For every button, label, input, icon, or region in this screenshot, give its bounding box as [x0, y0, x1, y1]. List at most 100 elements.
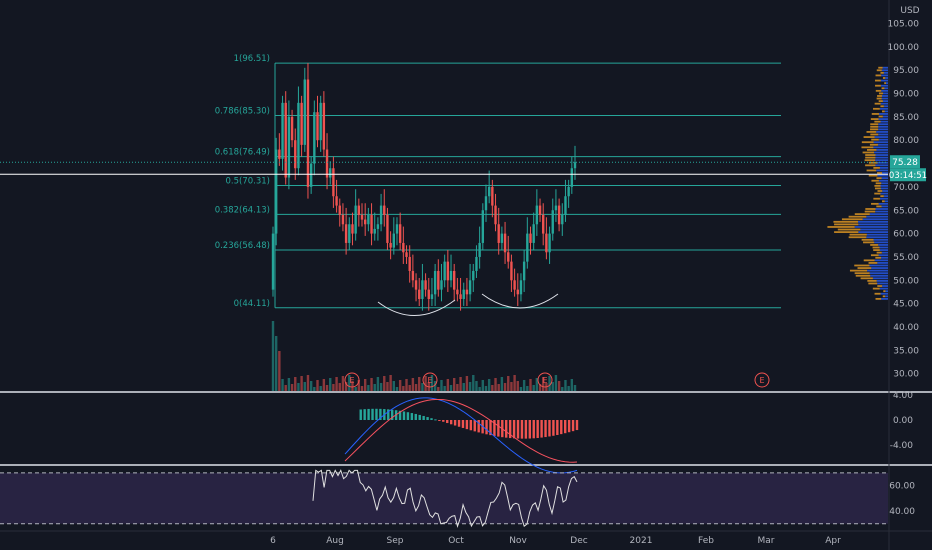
- time-tick-label: Dec: [570, 536, 587, 546]
- candle-body: [300, 102, 303, 145]
- candle-body: [424, 280, 427, 290]
- volume-bar: [351, 381, 354, 391]
- candle-body: [494, 205, 497, 225]
- profile-bar-buy: [880, 120, 888, 123]
- pane-dividers[interactable]: [0, 391, 932, 466]
- profile-bar-buy: [877, 282, 888, 285]
- macd-histogram-bar: [461, 420, 465, 428]
- volume-bar: [300, 376, 303, 391]
- candle-body: [491, 186, 494, 206]
- candle-body: [389, 242, 392, 248]
- profile-bar-buy: [866, 233, 888, 236]
- profile-bar-sell: [871, 179, 879, 182]
- price-candles: [271, 63, 577, 311]
- profile-bar-sell: [876, 177, 882, 180]
- profile-bar-buy: [881, 89, 888, 92]
- profile-bar-sell: [874, 120, 881, 123]
- candle-body: [513, 280, 516, 290]
- profile-bar-buy: [876, 131, 888, 133]
- profile-bar-sell: [868, 174, 878, 177]
- profile-bar-buy: [876, 169, 888, 172]
- volume-bar: [437, 387, 440, 391]
- price-tick-label: 30.00: [893, 370, 919, 380]
- candle-body: [414, 280, 418, 290]
- candle-body: [522, 261, 526, 281]
- profile-bar-sell: [872, 287, 880, 290]
- earnings-marker-label: E: [349, 376, 354, 385]
- profile-bar-sell: [866, 169, 877, 172]
- macd-histogram-bar: [567, 420, 571, 433]
- rsi-pane: [0, 469, 888, 528]
- macd-histogram-bar: [434, 419, 437, 421]
- candle-body: [456, 289, 459, 295]
- profile-bar-sell: [875, 297, 882, 300]
- profile-bar-sell: [875, 84, 881, 87]
- profile-bar-sell: [827, 226, 855, 228]
- profile-bar-sell: [877, 95, 882, 97]
- profile-bar-buy: [866, 236, 888, 239]
- macd-histogram-bar: [402, 411, 406, 420]
- volume-bar: [570, 379, 574, 391]
- macd-histogram-bar: [524, 420, 528, 439]
- macd-histogram-bar: [375, 408, 378, 420]
- volume-bar: [290, 384, 294, 391]
- volume-bar: [402, 386, 405, 391]
- candle-body: [519, 280, 523, 295]
- fib-level-label: 0.236(56.48): [215, 241, 270, 251]
- profile-bar-buy: [882, 66, 888, 69]
- profile-bar-buy: [878, 128, 888, 131]
- candle-body: [440, 280, 443, 290]
- profile-bar-sell: [873, 197, 880, 200]
- time-axis[interactable]: 6 Aug Sep Oct Nov Dec 2021 Feb Mar Apr: [0, 530, 932, 546]
- candle-body: [478, 242, 481, 257]
- macd-histogram-bar: [508, 420, 512, 439]
- volume-bar: [557, 381, 561, 391]
- macd-histogram-bar: [469, 420, 473, 431]
- candle-body: [284, 102, 287, 178]
- volume-bar: [424, 376, 427, 391]
- profile-bar-buy: [881, 182, 888, 185]
- profile-bar-sell: [837, 228, 861, 231]
- profile-bar-sell: [875, 89, 882, 92]
- price-tick-label: 90.00: [893, 90, 919, 100]
- volume-bar: [418, 377, 421, 391]
- candle-body: [309, 163, 313, 187]
- candle-body: [373, 228, 376, 234]
- macd-line: [344, 397, 578, 474]
- macd-histogram-bar: [571, 420, 575, 432]
- profile-bar-sell: [882, 110, 885, 113]
- profile-bar-buy: [862, 218, 888, 221]
- candle-body: [398, 224, 402, 243]
- fibonacci-retracement[interactable]: 1(96.51) 0.786(85.30) 0.618(76.49) 0.5(70.3…: [215, 54, 781, 309]
- candle-body: [459, 294, 462, 299]
- fib-level-label: 0.5(70.31): [226, 176, 270, 186]
- candle-body: [421, 280, 424, 299]
- volume-bar: [389, 375, 392, 391]
- volume-bar: [354, 387, 357, 391]
- volume-bar: [322, 379, 326, 391]
- profile-bar-buy: [881, 205, 888, 208]
- macd-tick-label: -4.00: [890, 441, 914, 451]
- candle-body: [418, 289, 421, 299]
- earnings-marker-label: E: [759, 376, 764, 385]
- volume-bar: [297, 383, 300, 391]
- candle-body: [472, 270, 475, 281]
- profile-bar-buy: [880, 79, 888, 82]
- candle-body: [449, 270, 453, 281]
- candle-body: [278, 149, 281, 159]
- fib-level-label: 0.786(85.30): [215, 106, 270, 116]
- macd-histogram-bar: [512, 420, 516, 439]
- volume-bar: [503, 383, 507, 391]
- rounding-bottom-drawings[interactable]: [377, 293, 559, 316]
- profile-bar-buy: [878, 143, 888, 146]
- profile-bar-sell: [848, 215, 867, 218]
- profile-bar-sell: [865, 208, 876, 210]
- volume-bar: [538, 384, 542, 391]
- volume-bar: [335, 377, 338, 391]
- profile-bar-sell: [870, 254, 879, 257]
- price-axis[interactable]: 105.00100.0095.0090.0085.0080.0075.0070.…: [888, 0, 928, 550]
- profile-bar-buy: [881, 177, 888, 180]
- profile-bar-buy: [885, 82, 888, 85]
